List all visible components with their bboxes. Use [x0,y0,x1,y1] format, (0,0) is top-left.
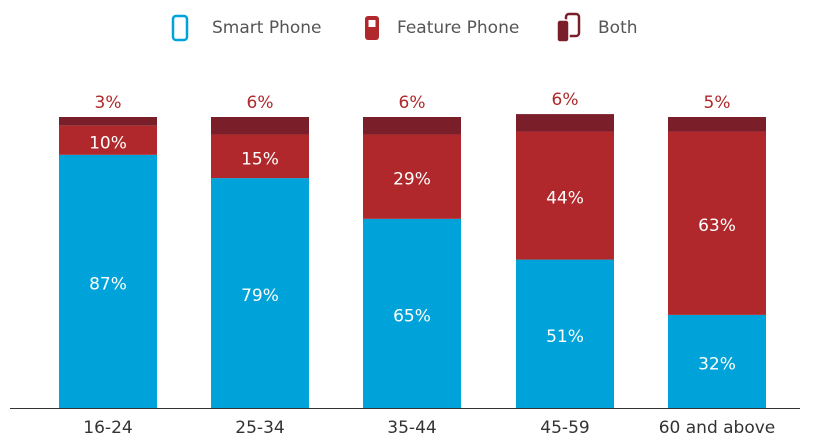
legend-icon-screen [368,20,376,27]
x-tick-label: 16-24 [83,418,132,438]
x-tick-label: 35-44 [387,418,436,438]
value-label: 15% [241,149,279,169]
value-label: 63% [698,216,736,236]
bar-segment [668,131,766,315]
value-label: 6% [399,93,426,113]
bar-segment [516,114,614,132]
legend-label: Both [598,18,638,38]
value-label: 51% [546,327,584,347]
bar-segment [668,314,766,408]
legend-item: Feature Phone [365,16,519,40]
bar-segment [668,117,766,132]
legend-icon [365,16,379,40]
value-label: 44% [546,189,584,209]
bar-segment [363,218,461,408]
value-label: 3% [95,93,122,113]
legend-label: Smart Phone [212,18,322,38]
value-label: 79% [241,286,279,306]
legend-icon [556,19,570,43]
bar-segment [211,117,309,135]
bar-segment [59,117,157,126]
bar-segment [59,125,157,155]
legend-icon [171,14,189,42]
bar-segment [211,178,309,408]
value-label: 32% [698,354,736,374]
bar-segment [59,154,157,408]
value-label: 10% [89,133,127,153]
value-label: 65% [393,306,431,326]
bar-segment [363,117,461,135]
value-label: 6% [247,93,274,113]
bar-segment [516,131,614,260]
legend-item: Smart Phone [171,14,322,42]
bar-segment [516,259,614,408]
legend-label: Feature Phone [397,18,519,38]
x-tick-label: 60 and above [659,418,776,438]
legend-item: Both [556,12,638,43]
value-label: 29% [393,170,431,190]
x-tick-label: 45-59 [540,418,589,438]
value-label: 6% [552,90,579,110]
value-label: 87% [89,274,127,294]
x-tick-label: 25-34 [235,418,284,438]
value-label: 5% [704,93,731,113]
bar-segment [211,134,309,179]
bar-segment [363,134,461,219]
